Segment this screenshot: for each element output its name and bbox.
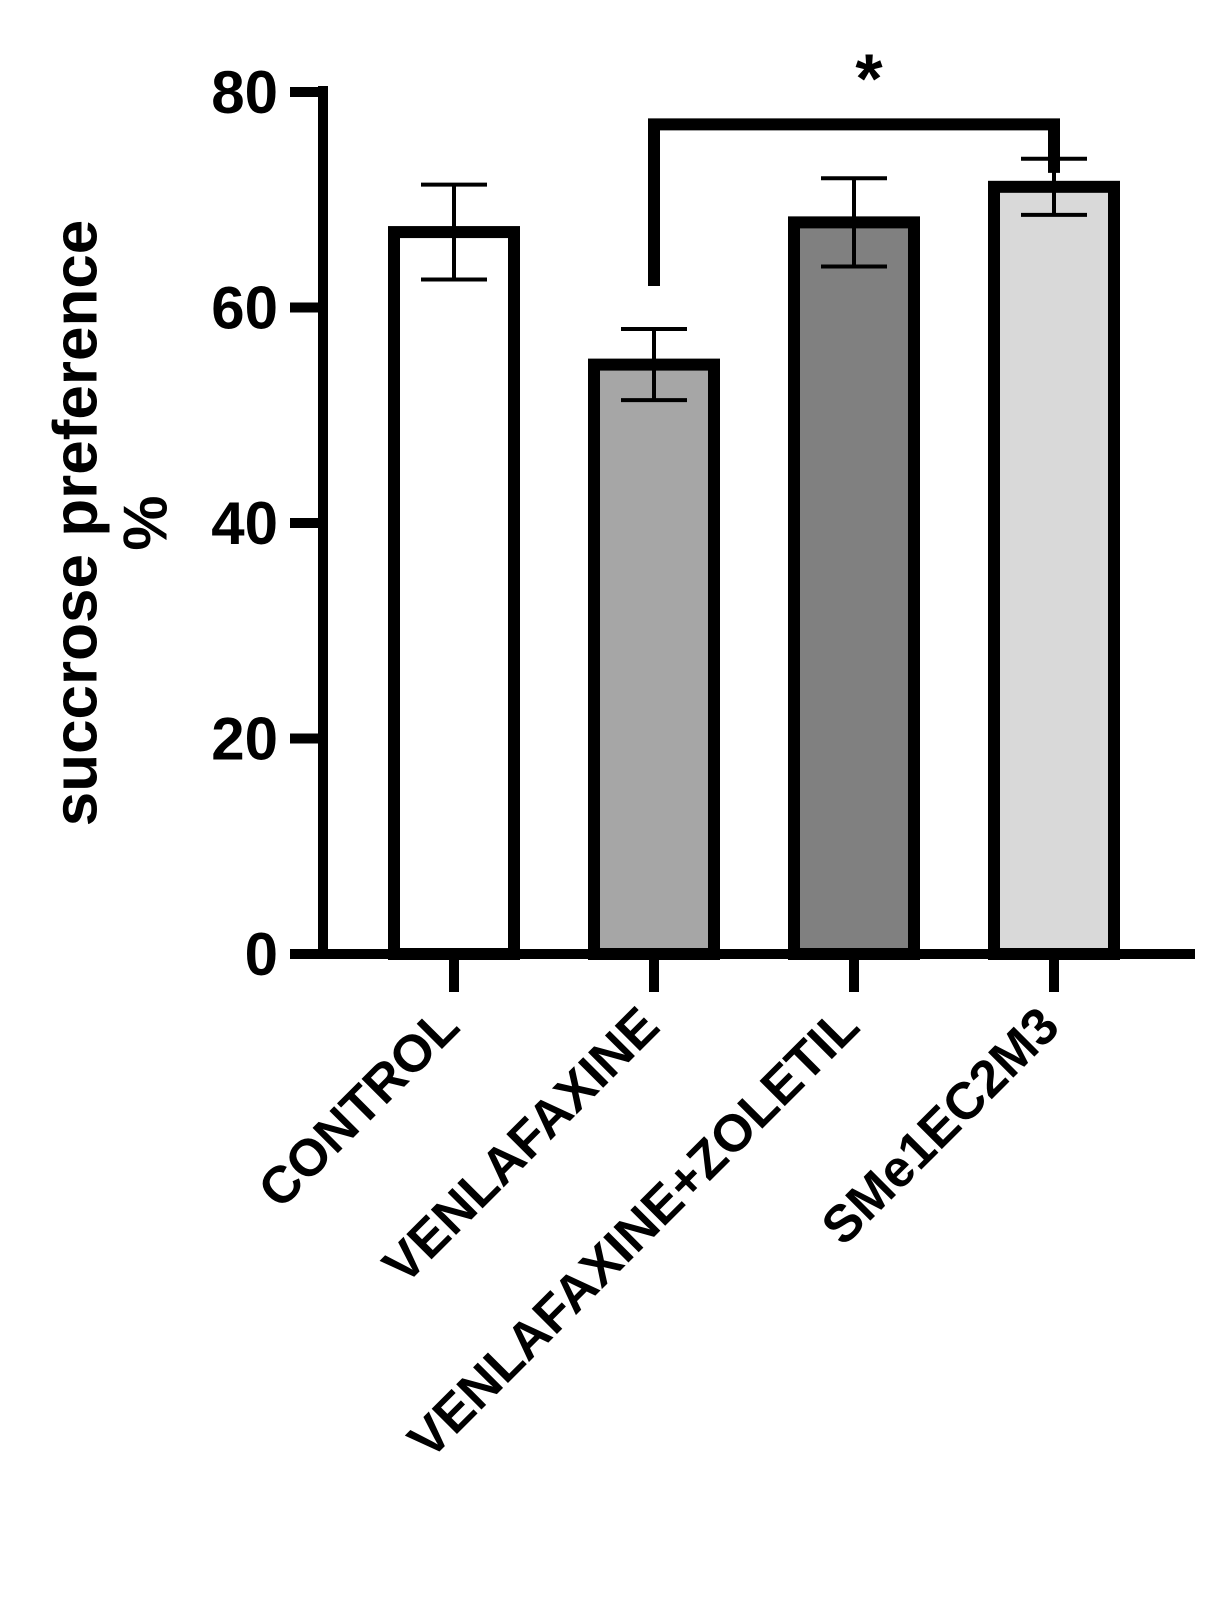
y-axis-label-unit: % [112, 495, 181, 550]
y-tick-label: 20 [211, 706, 278, 773]
y-tick-label: 0 [245, 921, 278, 988]
error-bar-2 [821, 176, 887, 269]
x-tick-label: CONTROL [248, 996, 471, 1219]
y-tick-label: 60 [211, 275, 278, 342]
error-bar-0 [421, 182, 487, 282]
y-axis-label: succrose preference [42, 220, 111, 827]
significance-bracket-line [648, 118, 1060, 286]
y-tick-label: 80 [211, 59, 278, 126]
bar-3 [988, 180, 1120, 960]
bar-2 [788, 216, 920, 960]
bar-1 [588, 358, 720, 961]
error-bars [421, 156, 1087, 403]
bars [388, 180, 1120, 961]
error-bar-1 [621, 327, 687, 403]
bar-0 [388, 226, 520, 960]
significance-star: * [855, 39, 883, 117]
significance-bracket: * [648, 39, 1060, 286]
y-tick-label: 40 [211, 490, 278, 557]
